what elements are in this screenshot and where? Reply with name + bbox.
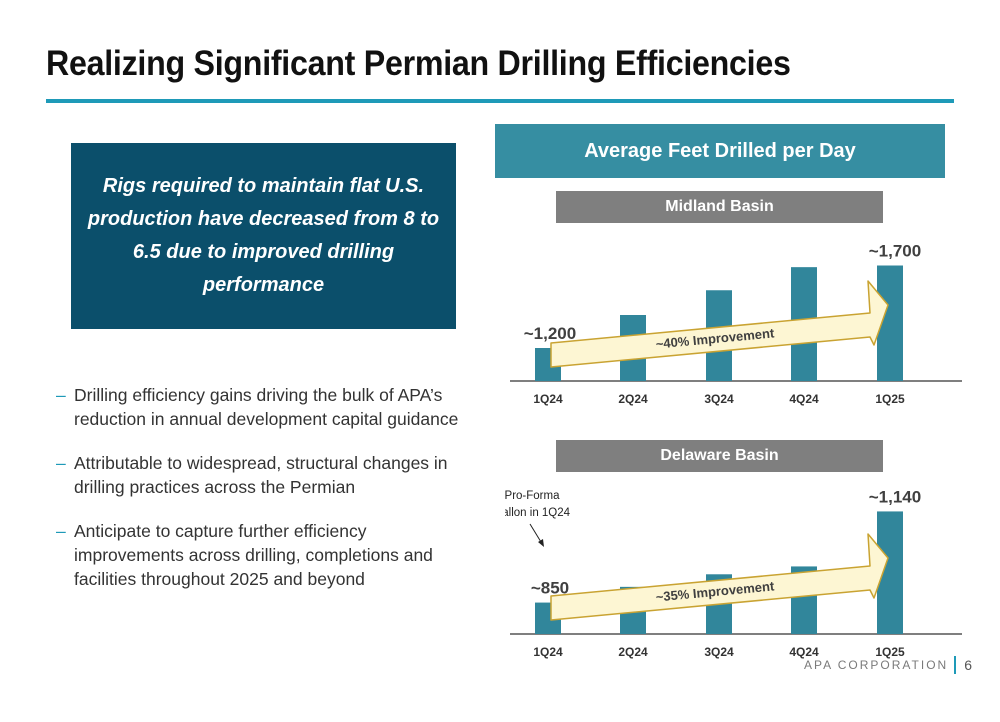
- bullet-dash: –: [56, 385, 66, 405]
- x-tick-label: 2Q24: [618, 645, 648, 659]
- annotation-pointer: [529, 523, 542, 543]
- improvement-arrow: [550, 533, 889, 621]
- x-tick-label: 2Q24: [618, 392, 648, 406]
- bullet-item: – Drilling efficiency gains driving the b…: [56, 383, 466, 431]
- x-tick-label: 4Q24: [789, 645, 819, 659]
- bullet-list: – Drilling efficiency gains driving the b…: [56, 383, 466, 611]
- slide-title: Realizing Significant Permian Drilling E…: [46, 44, 791, 83]
- delaware-basin-header: Delaware Basin: [556, 440, 883, 472]
- x-tick-label: 4Q24: [789, 392, 819, 406]
- data-label-first: ~1,200: [524, 324, 576, 343]
- data-label-last: ~1,700: [869, 242, 921, 261]
- x-tick-label: 1Q25: [875, 645, 905, 659]
- bullet-text: Anticipate to capture further efficiency…: [74, 521, 433, 589]
- callout-text: Rigs required to maintain flat U.S. prod…: [87, 175, 440, 296]
- title-divider: [46, 99, 954, 103]
- bullet-text: Attributable to widespread, structural c…: [74, 453, 448, 497]
- bullet-item: – Anticipate to capture further efficienc…: [56, 519, 466, 591]
- x-tick-label: 1Q24: [533, 645, 563, 659]
- delaware-basin-chart: 1Q24 2Q24 3Q24 4Q24 1Q25~850~1,140~35% Impro…: [505, 487, 962, 659]
- annotation-arrowhead: [538, 539, 544, 547]
- callout-box: Rigs required to maintain flat U.S. prod…: [71, 143, 456, 329]
- data-label-last: ~1,140: [869, 487, 921, 506]
- bullet-dash: –: [56, 453, 66, 473]
- midland-basin-chart: 1Q24 2Q24 3Q24 4Q24 1Q25~1,200~1,700~40% Imp…: [510, 242, 962, 406]
- bullet-dash: –: [56, 521, 66, 541]
- bullet-item: – Attributable to widespread, structural …: [56, 451, 466, 499]
- midland-basin-header: Midland Basin: [556, 191, 883, 223]
- x-tick-label: 1Q24: [533, 392, 563, 406]
- x-tick-label: 3Q24: [704, 645, 734, 659]
- x-tick-label: 3Q24: [704, 392, 734, 406]
- data-label-first: ~850: [531, 579, 569, 598]
- footer-company: APA CORPORATION: [803, 658, 949, 672]
- page-number: 6: [964, 657, 972, 673]
- x-tick-label: 1Q25: [875, 392, 905, 406]
- chart-section-header: Average Feet Drilled per Day: [495, 124, 945, 178]
- footer: APA CORPORATION 6: [804, 656, 972, 674]
- improvement-arrow: [550, 280, 889, 368]
- footer-divider: [954, 656, 957, 674]
- bullet-text: Drilling efficiency gains driving the bu…: [74, 385, 459, 429]
- annotation-line-2: Callon in 1Q24: [505, 507, 571, 519]
- annotation-line-1: Pro-Forma: [505, 490, 560, 502]
